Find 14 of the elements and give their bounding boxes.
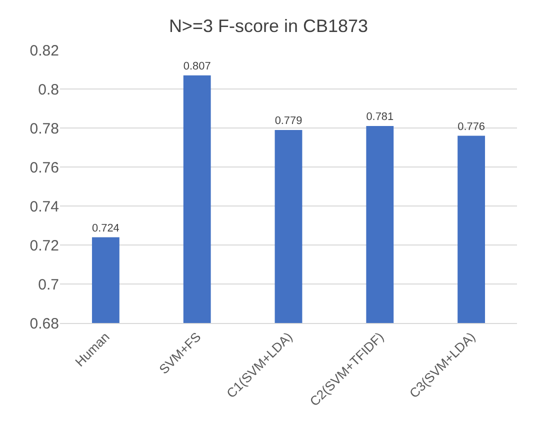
data-label: 0.807	[183, 60, 211, 72]
y-tick-label: 0.7	[38, 276, 59, 294]
data-label: 0.779	[274, 115, 302, 128]
y-tick-label: 0.74	[30, 198, 59, 216]
y-tick-label: 0.78	[30, 120, 59, 138]
y-tick-label: 0.68	[30, 315, 59, 332]
data-label: 0.724	[92, 222, 120, 234]
y-tick-label: 0.72	[30, 237, 59, 254]
y-tick-label: 0.82	[30, 42, 59, 60]
chart-title: N>=3 F-score in CB1873	[168, 16, 368, 36]
data-label: 0.781	[366, 111, 394, 124]
data-label: 0.776	[458, 120, 485, 133]
y-tick-label: 0.76	[30, 159, 59, 176]
y-tick-label: 0.8	[38, 81, 59, 98]
